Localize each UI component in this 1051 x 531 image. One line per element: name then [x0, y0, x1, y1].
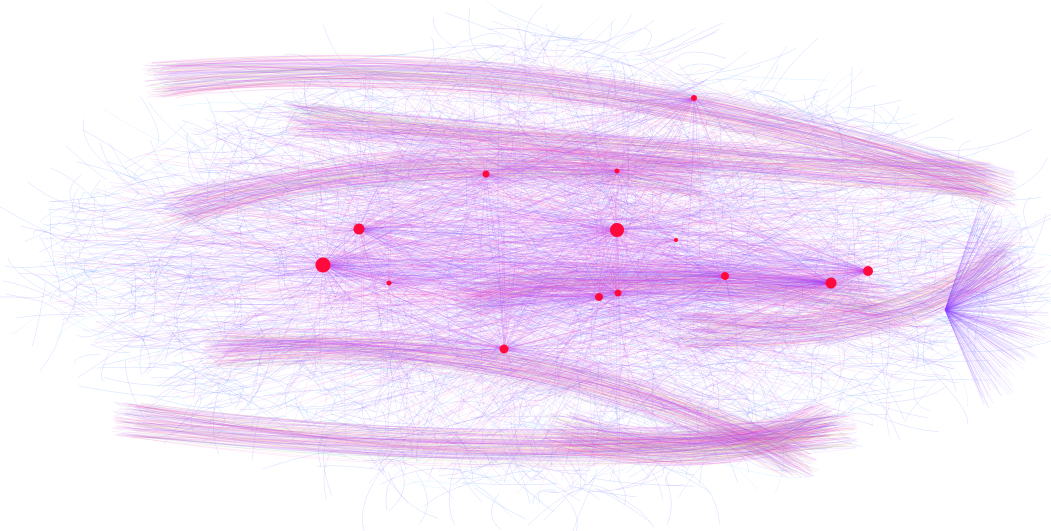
- hub-node[interactable]: [482, 170, 490, 178]
- hub-node[interactable]: [825, 277, 837, 289]
- hub-node[interactable]: [863, 266, 873, 276]
- hub-node[interactable]: [610, 223, 624, 237]
- hub-node[interactable]: [614, 168, 620, 174]
- hub-node[interactable]: [614, 289, 622, 297]
- hub-node[interactable]: [315, 257, 331, 273]
- hub-node[interactable]: [674, 238, 678, 242]
- hub-node[interactable]: [499, 344, 509, 354]
- hub-node[interactable]: [386, 280, 392, 286]
- hub-node[interactable]: [595, 293, 603, 301]
- hub-node[interactable]: [691, 95, 697, 101]
- hub-node[interactable]: [353, 223, 365, 235]
- node-layer: [315, 95, 873, 354]
- hub-node[interactable]: [721, 272, 729, 280]
